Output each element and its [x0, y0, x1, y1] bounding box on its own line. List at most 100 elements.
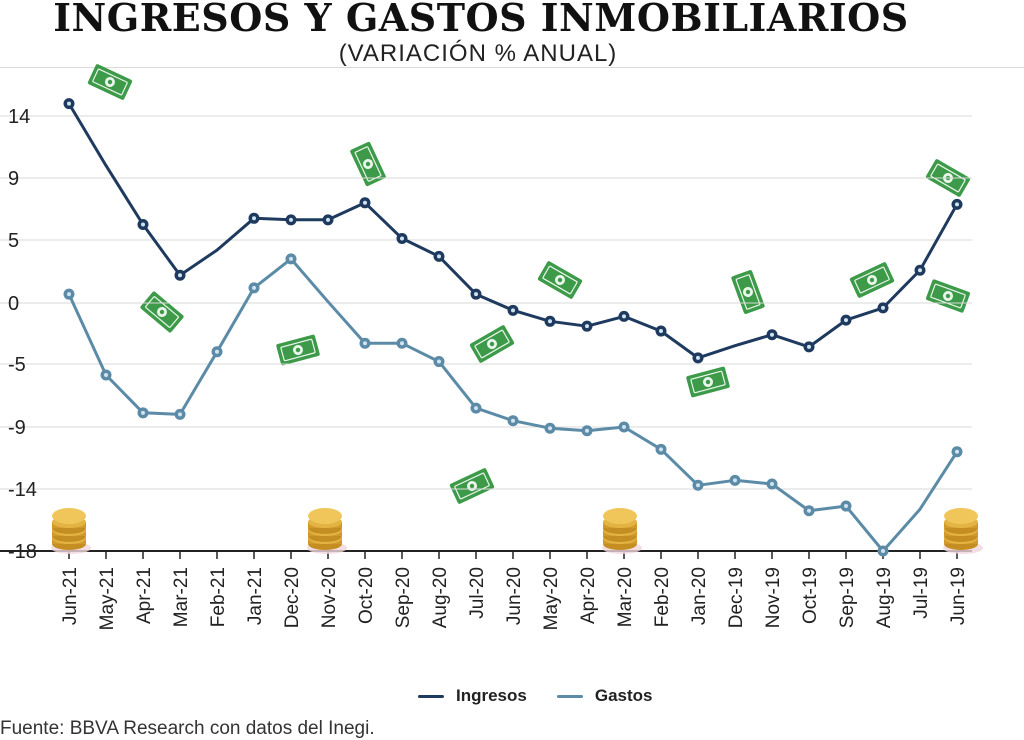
x-tick-label: Jan-20 [689, 567, 710, 625]
y-tick-label: -18 [8, 541, 37, 563]
data-point-center [215, 349, 219, 354]
x-axis-ticks: Jun-21 May-21 Apr-21 Mar-21 Feb-21 Jan-21 Dec-… [60, 551, 969, 630]
decorations [87, 64, 971, 504]
coin-decorations [51, 508, 983, 554]
chart-title: INGRESOS Y GASTOS INMOBILIARIOS [53, 0, 909, 40]
data-point-center [696, 483, 700, 488]
legend-swatch-gastos [556, 694, 583, 698]
data-point-center [289, 217, 293, 222]
banknote-icon [686, 366, 730, 398]
x-tick-label: Mar-20 [615, 567, 636, 627]
y-axis-ticks: 14 9 5 0 -5 -9 -14 -18 [8, 106, 37, 563]
x-tick-label: Sep-20 [393, 567, 414, 628]
data-point-center [178, 412, 182, 417]
x-tick-label: Nov-19 [763, 567, 784, 628]
data-point-center [437, 254, 441, 259]
data-point-center [696, 355, 700, 360]
x-tick-label: Jul-20 [467, 567, 488, 619]
x-tick-label: Jun-20 [504, 567, 525, 625]
data-point-center [955, 202, 959, 207]
data-point-center [67, 292, 71, 297]
x-tick-label: Feb-21 [208, 567, 229, 627]
y-tick-label: -9 [8, 417, 26, 439]
y-tick-label: 5 [8, 230, 19, 252]
x-tick-label: May-21 [97, 567, 118, 630]
data-point-center [807, 508, 811, 513]
source-note: Fuente: BBVA Research con datos del Ineg… [0, 718, 375, 739]
coin-stack-icon [943, 508, 983, 554]
legend-swatch-ingresos [418, 694, 444, 698]
data-point-center [622, 314, 626, 319]
series-gastos [63, 253, 963, 557]
x-tick-label: May-20 [541, 567, 562, 630]
x-tick-label: Oct-20 [356, 567, 377, 624]
banknote-icon [449, 468, 495, 504]
data-point-center [511, 308, 515, 313]
line-chart: 14 9 5 0 -5 -9 -14 -18 Jun-21 May-21 Apr-21 Mar-21… [0, 64, 983, 630]
series-ingresos [63, 98, 963, 364]
legend-item-gastos: Gastos [556, 686, 653, 706]
y-tick-label: 14 [8, 106, 30, 128]
banknote-icon [926, 279, 970, 313]
x-tick-label: Jul-19 [911, 567, 932, 619]
banknote-icon [350, 141, 386, 187]
data-point-center [881, 549, 885, 553]
series-line-ingresos [67, 102, 959, 360]
x-tick-label: Sep-19 [837, 567, 858, 628]
x-tick-label: Aug-19 [874, 567, 895, 628]
data-point-center [400, 236, 404, 241]
legend-label-ingresos: Ingresos [456, 686, 527, 705]
data-point-center [585, 428, 589, 433]
data-point-center [289, 256, 293, 261]
data-point-center [622, 425, 626, 429]
banknote-icon [87, 64, 133, 100]
data-point-center [733, 478, 737, 483]
data-point-center [844, 318, 848, 323]
data-point-center [141, 222, 145, 227]
data-point-center [548, 319, 552, 324]
x-tick-label: Aug-20 [430, 567, 451, 628]
x-tick-label: Oct-19 [800, 567, 821, 624]
data-point-center [918, 268, 922, 273]
banknote-icon [537, 261, 583, 299]
x-tick-label: Apr-21 [134, 567, 155, 624]
data-point-center [955, 449, 959, 454]
x-tick-label: Apr-20 [578, 567, 599, 624]
data-point-center [659, 447, 663, 452]
data-point-center [252, 216, 256, 221]
data-point-center [141, 410, 145, 415]
chart-subtitle: (VARIACIÓN % ANUAL) [338, 40, 618, 67]
coin-stack-icon [307, 508, 347, 554]
data-point-center [585, 324, 589, 329]
x-tick-label: Jun-21 [60, 567, 81, 625]
banknote-icon [469, 325, 515, 363]
banknote-icon [849, 262, 895, 298]
data-point-center [548, 426, 552, 431]
grid [0, 115, 972, 552]
data-point-center [363, 341, 367, 346]
data-point-center [807, 344, 811, 349]
coin-stack-icon [51, 508, 91, 554]
data-point-center [252, 285, 256, 290]
x-tick-label: Dec-20 [282, 567, 303, 628]
y-tick-label: -14 [8, 479, 37, 501]
data-point-center [363, 200, 367, 205]
x-tick-label: Nov-20 [319, 567, 340, 628]
x-tick-label: Dec-19 [726, 567, 747, 628]
data-point-center [178, 273, 182, 278]
data-point-center [67, 101, 71, 106]
data-point-center [437, 359, 441, 364]
data-point-center [659, 329, 663, 334]
data-point-center [474, 406, 478, 411]
data-point-center [881, 305, 885, 310]
banknote-icon [140, 291, 184, 333]
data-point-center [326, 217, 330, 222]
y-tick-label: 9 [8, 168, 19, 190]
x-tick-label: Mar-21 [171, 567, 192, 627]
data-point-center [400, 341, 404, 346]
coin-stack-icon [602, 508, 642, 554]
y-tick-label: -5 [8, 354, 26, 376]
x-tick-label: Feb-20 [652, 567, 673, 627]
banknote-icon [276, 334, 320, 366]
legend-label-gastos: Gastos [594, 686, 653, 705]
